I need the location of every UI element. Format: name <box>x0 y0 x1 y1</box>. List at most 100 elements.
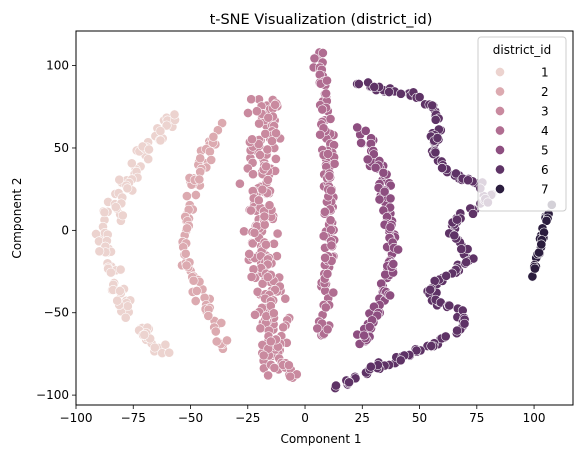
scatter-point-district-3 <box>243 108 253 118</box>
scatter-point-district-5 <box>370 162 381 173</box>
scatter-point-district-4 <box>320 302 331 313</box>
x-tick-label: 50 <box>412 411 427 425</box>
scatter-point-district-3 <box>259 219 270 230</box>
scatter-point-district-3 <box>246 205 256 216</box>
scatter-point-district-3 <box>261 239 271 250</box>
scatter-point-district-3 <box>246 94 257 105</box>
scatter-point-district-2 <box>203 311 214 321</box>
scatter-point-district-3 <box>255 323 266 334</box>
y-axis-label: Component 2 <box>10 177 24 258</box>
scatter-point-district-3 <box>268 308 279 319</box>
scatter-point-district-2 <box>222 335 232 346</box>
scatter-point-district-6 <box>427 100 438 111</box>
scatter-point-district-1 <box>120 312 131 323</box>
scatter-point-district-2 <box>182 223 192 234</box>
legend-marker-5 <box>495 145 505 155</box>
scatter-point-district-6 <box>452 325 462 336</box>
scatter-point-district-6 <box>430 114 441 125</box>
points-layer <box>91 47 557 393</box>
scatter-point-district-5 <box>378 167 389 178</box>
legend-label-4: 4 <box>541 124 549 138</box>
scatter-point-district-4 <box>318 48 328 58</box>
scatter-point-district-2 <box>206 155 217 165</box>
scatter-point-district-5 <box>374 194 385 205</box>
legend-label-6: 6 <box>541 163 549 177</box>
scatter-point-district-3 <box>249 227 260 238</box>
scatter-point-district-3 <box>260 128 271 139</box>
scatter-point-district-5 <box>385 290 395 301</box>
legend-marker-7 <box>495 184 505 194</box>
scatter-point-district-6 <box>344 377 354 388</box>
scatter-point-district-4 <box>318 231 329 241</box>
legend-label-5: 5 <box>541 144 549 158</box>
scatter-point-district-6 <box>432 133 443 143</box>
scatter-point-district-3 <box>267 136 277 146</box>
scatter-point-district-6 <box>331 380 341 391</box>
scatter-point-district-5 <box>379 186 390 197</box>
scatter-point-district-3 <box>265 336 276 347</box>
plot-frame <box>75 30 574 406</box>
scatter-point-district-3 <box>263 112 274 123</box>
scatter-point-district-6 <box>463 175 473 186</box>
scatter-point-district-2 <box>195 153 206 164</box>
scatter-point-district-1 <box>106 267 116 278</box>
scatter-point-district-7 <box>541 215 552 226</box>
scatter-point-district-3 <box>262 144 273 155</box>
scatter-point-district-3 <box>263 175 273 185</box>
scatter-point-district-1 <box>115 286 125 296</box>
scatter-point-district-6 <box>468 208 478 219</box>
scatter-point-district-5 <box>359 330 369 341</box>
chart-title: t-SNE Visualization (district_id) <box>210 12 433 28</box>
scatter-point-district-1 <box>155 135 166 146</box>
scatter-point-district-3 <box>255 150 265 160</box>
scatter-point-district-6 <box>425 284 436 295</box>
scatter-point-district-6 <box>461 257 472 268</box>
scatter-point-district-6 <box>411 345 422 356</box>
legend-entries: 1 2 3 4 5 6 7 <box>495 66 549 197</box>
scatter-point-district-2 <box>205 146 215 157</box>
scatter-point-district-6 <box>395 355 406 366</box>
legend-marker-6 <box>495 164 505 175</box>
scatter-point-district-2 <box>180 248 191 259</box>
scatter-point-district-1 <box>161 120 172 131</box>
scatter-point-district-4 <box>325 114 336 124</box>
scatter-point-district-6 <box>426 341 437 351</box>
scatter-point-district-3 <box>247 134 257 145</box>
scatter-point-district-4 <box>326 185 336 196</box>
scatter-point-district-3 <box>285 371 296 382</box>
scatter-point-district-4 <box>321 88 331 99</box>
scatter-point-district-6 <box>456 244 467 254</box>
x-tick-label: −100 <box>60 411 93 425</box>
legend-label-7: 7 <box>541 183 549 197</box>
legend-marker-4 <box>495 125 505 136</box>
legend-box <box>477 36 567 212</box>
scatter-point-district-1 <box>112 295 123 306</box>
scatter-point-district-6 <box>459 318 470 329</box>
x-tick-label: 100 <box>523 411 546 425</box>
scatter-point-district-6 <box>369 82 380 92</box>
scatter-point-district-3 <box>272 228 283 239</box>
scatter-point-district-4 <box>326 225 336 235</box>
scatter-point-district-6 <box>430 147 441 158</box>
scatter-point-district-3 <box>246 272 257 282</box>
scatter-point-district-6 <box>437 163 447 173</box>
scatter-point-district-5 <box>385 193 396 204</box>
scatter-point-district-3 <box>270 99 280 110</box>
scatter-point-district-5 <box>362 154 373 165</box>
scatter-point-district-5 <box>393 244 403 255</box>
scatter-point-district-4 <box>329 158 340 169</box>
scatter-point-district-3 <box>280 293 291 304</box>
scatter-point-district-4 <box>309 53 320 64</box>
y-axis: −100 −50 0 50 100 <box>36 59 76 402</box>
scatter-point-district-3 <box>269 363 280 373</box>
x-tick-label: 75 <box>469 411 484 425</box>
scatter-point-district-6 <box>384 87 394 97</box>
scatter-point-district-2 <box>188 275 199 286</box>
scatter-point-district-1 <box>114 174 125 185</box>
scatter-point-district-3 <box>257 278 268 289</box>
legend-marker-2 <box>495 86 505 97</box>
scatter-point-district-3 <box>258 350 269 361</box>
y-tick-label: 50 <box>54 141 69 155</box>
scatter-point-district-6 <box>444 300 455 311</box>
